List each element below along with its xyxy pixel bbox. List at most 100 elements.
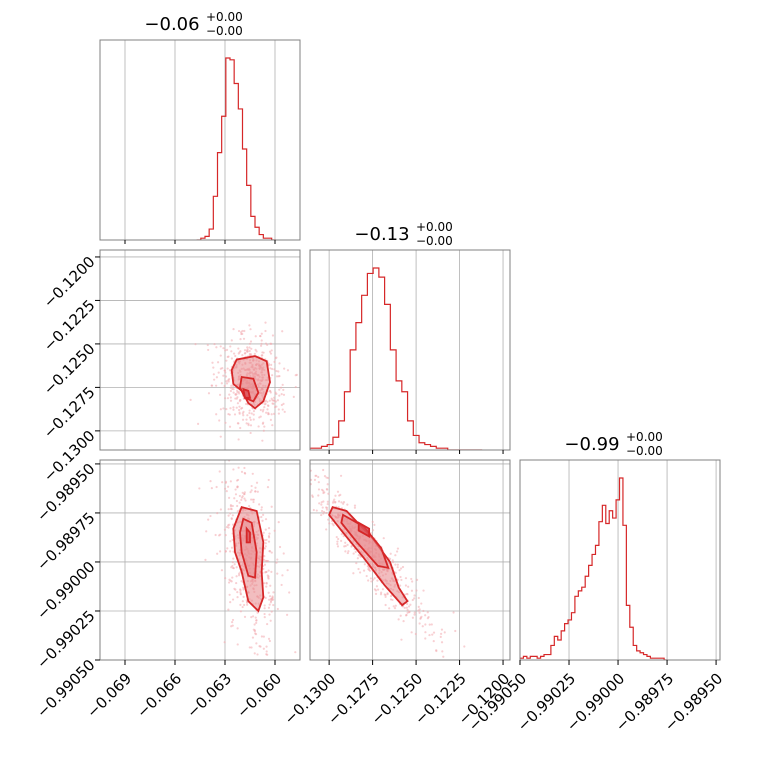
scatter-point [225, 408, 228, 411]
scatter-point [261, 354, 264, 357]
scatter-point [398, 569, 401, 572]
scatter-point [235, 397, 238, 400]
scatter-point [231, 598, 235, 601]
scatter-point [232, 328, 235, 331]
scatter-point [226, 397, 230, 400]
scatter-point [273, 360, 276, 363]
scatter-point [326, 483, 329, 486]
scatter-point [264, 518, 268, 521]
scatter-point [317, 475, 320, 479]
scatter-point [282, 402, 285, 405]
scatter-frame-0-2 [99, 459, 301, 661]
scatter-point [397, 618, 400, 621]
hist-title-plus-0: +0.00 [206, 10, 243, 24]
scatter-point [424, 637, 427, 640]
scatter-point [399, 614, 402, 617]
scatter-point [243, 329, 246, 333]
scatter-point [229, 399, 233, 402]
scatter-point [408, 610, 411, 613]
scatter-point [294, 385, 297, 389]
scatter-point [258, 503, 261, 506]
scatter-point [411, 580, 414, 583]
scatter-point [442, 655, 445, 658]
scatter-point [236, 510, 239, 513]
scatter-point [219, 435, 222, 438]
x-tick-label-0-1: −0.066 [133, 670, 185, 722]
scatter-point [267, 527, 271, 530]
histogram-line-1 [310, 267, 483, 450]
scatter-point [287, 486, 289, 488]
scatter-point [243, 615, 247, 618]
scatter-point [228, 593, 231, 596]
scatter-point [268, 595, 272, 598]
scatter-point [343, 545, 346, 548]
scatter-point [404, 577, 408, 580]
scatter-point [317, 481, 320, 484]
scatter-point [253, 652, 256, 655]
scatter-point [226, 547, 229, 550]
scatter-point [220, 569, 224, 572]
scatter-point [362, 569, 366, 572]
scatter-point [239, 591, 242, 594]
scatter-point [263, 406, 266, 409]
scatter-point [439, 665, 441, 667]
scatter-point [277, 520, 280, 524]
scatter-point [325, 528, 328, 531]
scatter-point [410, 631, 413, 634]
scatter-point [224, 534, 227, 537]
scatter-point [263, 539, 266, 542]
scatter-point [240, 498, 243, 502]
scatter-point [263, 612, 266, 616]
scatter-point [219, 367, 222, 370]
scatter-point [325, 511, 328, 515]
scatter-point [321, 506, 324, 509]
scatter-point [224, 421, 227, 424]
scatter-point [389, 594, 393, 598]
scatter-point [219, 508, 222, 511]
scatter-point [424, 631, 427, 634]
scatter-point [413, 597, 416, 600]
scatter-point [346, 551, 349, 555]
scatter-point [427, 615, 430, 619]
scatter-point [269, 352, 273, 355]
hist-title-minus-0: −0.00 [206, 24, 243, 38]
scatter-point [231, 538, 234, 542]
hist-frame-1 [309, 249, 511, 451]
scatter-point [337, 500, 341, 503]
scatter-point [215, 413, 218, 416]
scatter-point [260, 506, 263, 509]
scatter-point [228, 393, 231, 396]
scatter-point [382, 537, 385, 540]
scatter-point [281, 408, 284, 411]
scatter-point [261, 422, 264, 425]
scatter-point [266, 408, 269, 411]
scatter-point [270, 610, 273, 613]
scatter-point [398, 584, 402, 587]
scatter-point [241, 495, 244, 498]
scatter-point [322, 468, 325, 472]
scatter-point [267, 576, 270, 579]
scatter-point [342, 502, 345, 505]
scatter-point [242, 414, 245, 417]
histogram-line-2 [520, 477, 668, 660]
scatter-point [373, 523, 376, 526]
scatter-point [424, 623, 427, 626]
scatter-point [238, 666, 240, 668]
scatter-point [252, 410, 256, 413]
scatter-point [230, 350, 233, 353]
scatter-point [265, 538, 268, 542]
scatter-point [246, 414, 249, 417]
scatter-point [388, 607, 391, 610]
scatter-point [232, 406, 235, 409]
scatter-point [223, 384, 226, 388]
scatter-point [267, 637, 271, 640]
scatter-point [204, 558, 207, 561]
scatter-point [255, 481, 259, 484]
scatter-point [326, 500, 329, 503]
scatter-point [268, 639, 272, 643]
scatter-point [232, 441, 234, 443]
scatter-point [318, 502, 321, 505]
scatter-point [237, 456, 239, 458]
scatter-point [286, 569, 289, 572]
scatter-point [379, 593, 383, 596]
